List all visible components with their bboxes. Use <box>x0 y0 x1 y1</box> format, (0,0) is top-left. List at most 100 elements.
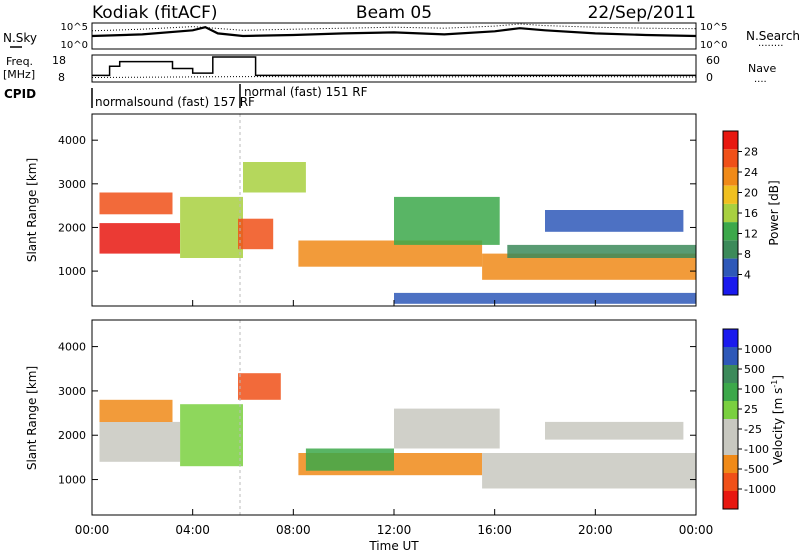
x-tick-label-1: 04:00 <box>175 523 210 537</box>
velocity-colorbar-frame <box>722 328 739 510</box>
velocity-colorbar-ticks: -1000 -500 -100 -25 25 100 500 1000 <box>738 343 776 496</box>
velocity-x-axis: 00:00 04:00 08:00 12:00 16:00 20:00 00:00 <box>75 509 714 537</box>
freq-right-tick-top: 60 <box>706 54 720 67</box>
velocity-colorbar-swatch-9 <box>723 329 738 347</box>
freq-left-label-line1: Freq. <box>6 55 33 68</box>
x-tick-label-0: 00:00 <box>75 523 110 537</box>
noise-right-legend-dots: ........ <box>758 38 783 49</box>
power-region-2 <box>180 196 243 258</box>
power-y-axis: 1000 2000 3000 4000 <box>58 134 696 278</box>
velocity-colorbar-swatch-4 <box>723 419 738 437</box>
power-colorbar-swatch-5 <box>723 185 738 204</box>
velocity-ytick-label-1: 2000 <box>58 429 86 442</box>
power-ytick-label-2: 3000 <box>58 178 86 191</box>
x-tick-label-5: 20:00 <box>578 523 613 537</box>
velocity-colorbar-swatch-5 <box>723 401 738 419</box>
noise-panel: N.Sky 10^5 10^0 10^5 10^0 N.Search .....… <box>3 22 800 51</box>
noise-right-tick-top: 10^5 <box>700 22 727 33</box>
power-region-4 <box>243 162 306 193</box>
power-panel: 1000 2000 3000 4000 Slant Range [km] <box>25 113 697 307</box>
velocity-region-6 <box>394 408 500 449</box>
power-ytick-label-3: 4000 <box>58 134 86 147</box>
power-region-3 <box>238 218 274 250</box>
velocity-colorbar-label-close: ] <box>771 375 785 380</box>
freq-lines <box>91 56 697 78</box>
nave-right-label: Nave <box>748 62 776 75</box>
noise-lines <box>91 23 697 38</box>
power-region-0 <box>99 223 180 254</box>
nave-series-line <box>91 76 697 78</box>
freq-left-tick-bottom: 8 <box>58 71 65 84</box>
cpid-entry-2: normal (fast) 151 RF <box>244 85 368 99</box>
power-colorbar-swatch-3 <box>723 222 738 241</box>
velocity-colorbar-swatches <box>723 329 738 509</box>
velocity-colorbar-swatch-0 <box>723 491 738 509</box>
velocity-region-3 <box>238 373 281 400</box>
power-colorbar-swatch-2 <box>723 240 738 259</box>
velocity-region-8 <box>545 421 684 440</box>
power-colorbar-swatch-1 <box>723 258 738 277</box>
date-title: 22/Sep/2011 <box>588 3 696 23</box>
velocity-colorbar-tick-label-6: 500 <box>744 363 765 376</box>
x-tick-label-6: 00:00 <box>679 523 714 537</box>
noise-left-tick-bottom: 10^0 <box>61 40 88 51</box>
velocity-ytick-label-0: 1000 <box>58 474 86 487</box>
power-colorbar-ticks: 4 8 12 16 20 24 28 <box>738 146 758 282</box>
velocity-colorbar-tick-label-0: -1000 <box>744 483 776 496</box>
cpid-label: CPID <box>4 87 36 101</box>
power-region-9 <box>545 210 684 232</box>
velocity-colorbar-tick-label-5: 100 <box>744 383 765 396</box>
freq-panel: Freq. [MHz] 18 8 60 0 Nave .... <box>3 54 776 85</box>
freq-series-line <box>92 56 696 77</box>
power-echo-regions <box>99 162 697 304</box>
power-colorbar-swatch-0 <box>723 276 738 295</box>
noise-right-tick-bottom: 10^0 <box>700 40 727 51</box>
power-colorbar-swatch-4 <box>723 203 738 223</box>
power-colorbar-tick-label-4: 20 <box>744 187 758 200</box>
power-y-axis-label: Slant Range [km] <box>25 158 39 262</box>
noise-left-tick-top: 10^5 <box>61 22 88 33</box>
noise-series-nsky <box>91 26 697 38</box>
velocity-ytick-label-3: 4000 <box>58 341 86 354</box>
power-colorbar-tick-label-5: 24 <box>744 166 758 179</box>
power-colorbar: 4 8 12 16 20 24 28 Power [dB] <box>722 130 781 296</box>
velocity-echo-regions <box>99 373 696 489</box>
cpid-row: CPID normalsound (fast) 157 RF normal (f… <box>4 84 368 109</box>
noise-right-label: N.Search <box>746 29 800 43</box>
power-region-1 <box>99 192 173 215</box>
power-colorbar-swatches <box>723 131 738 295</box>
station-title: Kodiak (fitACF) <box>92 3 218 23</box>
velocity-y-axis: 1000 2000 3000 4000 <box>58 341 696 487</box>
x-tick-label-4: 16:00 <box>477 523 512 537</box>
power-colorbar-tick-label-2: 12 <box>744 228 758 241</box>
freq-right-tick-bottom: 0 <box>706 71 713 84</box>
x-axis-label: Time UT <box>368 539 419 553</box>
power-region-8 <box>507 244 697 258</box>
velocity-region-0 <box>99 421 180 462</box>
velocity-colorbar-tick-label-4: 25 <box>744 403 758 416</box>
x-tick-label-2: 08:00 <box>276 523 311 537</box>
velocity-colorbar-label-main: Velocity [m s <box>771 388 785 465</box>
velocity-colorbar-tick-label-2: -100 <box>744 443 769 456</box>
noise-series-nsearch <box>91 23 697 32</box>
power-colorbar-swatch-7 <box>723 149 738 168</box>
velocity-colorbar-swatch-7 <box>723 365 738 383</box>
noise-left-label: N.Sky <box>3 31 37 45</box>
velocity-region-7 <box>482 453 696 489</box>
velocity-colorbar: -1000 -500 -100 -25 25 100 500 1000 Velocity [m… <box>722 328 785 510</box>
cpid-entry-1: normalsound (fast) 157 RF <box>95 95 255 109</box>
velocity-colorbar-swatch-3 <box>723 437 738 455</box>
freq-left-label-line2: [MHz] <box>3 68 35 81</box>
velocity-region-1 <box>99 399 173 422</box>
freq-panel-frame <box>91 54 697 83</box>
power-colorbar-swatch-8 <box>723 131 738 150</box>
x-tick-label-3: 12:00 <box>377 523 412 537</box>
freq-left-tick-top: 18 <box>52 54 66 67</box>
power-ytick-label-1: 2000 <box>58 221 86 234</box>
velocity-colorbar-swatch-6 <box>723 383 738 401</box>
velocity-colorbar-label: Velocity [m s-1] <box>770 375 785 465</box>
power-colorbar-label: Power [dB] <box>767 180 781 245</box>
power-region-10 <box>394 292 696 304</box>
